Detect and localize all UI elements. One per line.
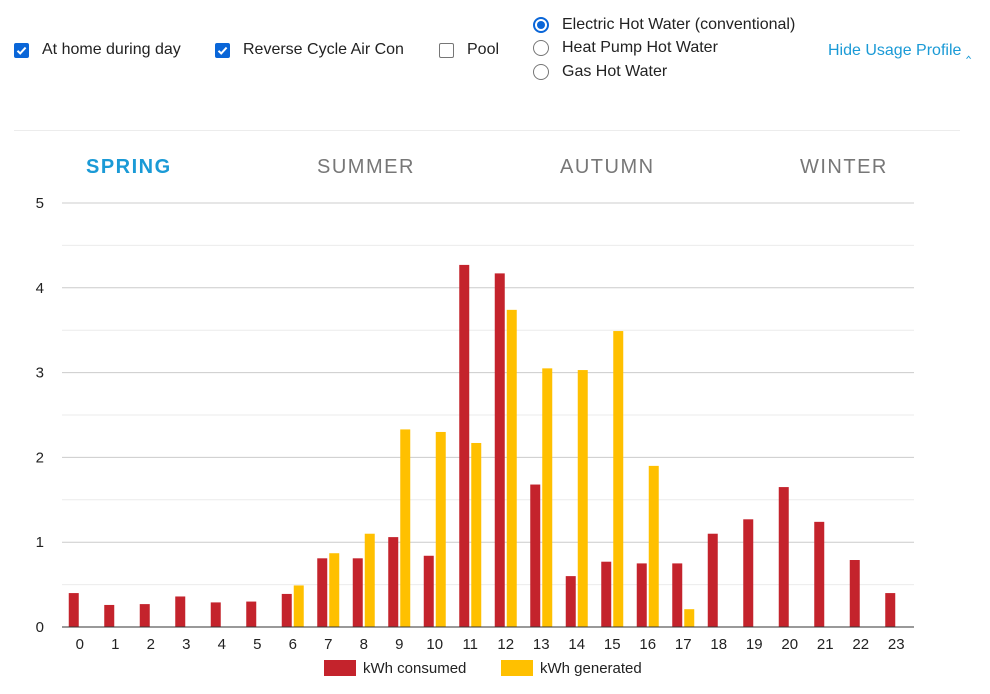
- y-tick-label: 2: [36, 449, 44, 466]
- x-tick-label: 12: [497, 636, 514, 653]
- bar-generated-11: [471, 442, 482, 627]
- bar-generated-7: [329, 553, 340, 627]
- electric-hot-water-radio[interactable]: Electric Hot Water (conventional): [533, 16, 795, 34]
- radio-label: Heat Pump Hot Water: [562, 39, 718, 56]
- legend-swatch-generated: [501, 660, 533, 676]
- bar-consumed-17: [672, 563, 683, 627]
- bar-generated-12: [506, 309, 517, 627]
- bar-consumed-22: [849, 560, 860, 627]
- x-tick-label: 18: [710, 636, 727, 653]
- y-tick-label: 0: [36, 619, 44, 636]
- y-tick-label: 3: [36, 365, 44, 382]
- checkbox-label: At home during day: [42, 41, 181, 58]
- bar-consumed-1: [104, 604, 115, 627]
- bar-generated-13: [542, 368, 553, 627]
- x-tick-label: 9: [395, 636, 403, 653]
- at-home-checkbox[interactable]: At home during day: [14, 41, 181, 59]
- checkbox-unchecked-icon: [439, 42, 454, 58]
- reverse-cycle-aircon-checkbox[interactable]: Reverse Cycle Air Con: [215, 41, 404, 59]
- bar-consumed-14: [565, 576, 576, 627]
- radio-label: Gas Hot Water: [562, 63, 668, 80]
- x-tick-label: 11: [462, 636, 478, 653]
- bar-consumed-6: [281, 593, 292, 627]
- x-tick-label: 2: [147, 636, 155, 653]
- checkbox-checked-icon: [14, 42, 29, 58]
- bar-consumed-23: [885, 593, 896, 627]
- x-tick-label: 19: [746, 636, 763, 653]
- bar-consumed-9: [388, 537, 399, 627]
- bar-generated-15: [613, 331, 624, 627]
- bar-generated-6: [293, 585, 304, 627]
- bar-consumed-3: [175, 596, 186, 627]
- bar-consumed-8: [352, 558, 363, 627]
- x-tick-label: 23: [888, 636, 905, 653]
- y-tick-label: 1: [36, 534, 44, 551]
- tab-autumn[interactable]: AUTUMN: [560, 156, 655, 178]
- y-tick-label: 5: [36, 195, 44, 212]
- bar-consumed-7: [317, 558, 328, 627]
- bar-generated-17: [684, 609, 695, 627]
- legend-label-consumed: kWh consumed: [363, 660, 466, 677]
- bar-consumed-15: [601, 561, 612, 627]
- bar-consumed-13: [530, 484, 541, 627]
- pool-checkbox[interactable]: Pool: [439, 41, 499, 59]
- tab-summer[interactable]: SUMMER: [317, 156, 415, 178]
- tab-winter[interactable]: WINTER: [800, 156, 888, 178]
- gas-hot-water-radio[interactable]: Gas Hot Water: [533, 63, 667, 81]
- radio-selected-icon: [533, 17, 549, 33]
- hide-usage-profile-link[interactable]: Hide Usage Profile ‸: [828, 42, 972, 59]
- x-tick-label: 10: [426, 636, 443, 653]
- bar-consumed-11: [459, 264, 470, 627]
- x-tick-label: 20: [781, 636, 798, 653]
- bar-consumed-4: [210, 602, 221, 627]
- bar-consumed-12: [494, 273, 505, 627]
- x-tick-label: 15: [604, 636, 621, 653]
- x-tick-label: 13: [533, 636, 550, 653]
- legend-swatch-consumed: [324, 660, 356, 676]
- x-tick-label: 3: [182, 636, 190, 653]
- usage-options: At home during day Reverse Cycle Air Con…: [0, 0, 990, 110]
- bar-consumed-10: [423, 555, 434, 627]
- checkbox-label: Pool: [467, 41, 500, 58]
- bar-generated-9: [400, 429, 411, 627]
- tab-spring[interactable]: SPRING: [86, 156, 172, 178]
- bar-consumed-20: [778, 487, 789, 627]
- bar-consumed-21: [814, 521, 825, 627]
- divider: [14, 130, 960, 131]
- x-tick-label: 14: [568, 636, 585, 653]
- x-tick-label: 16: [639, 636, 656, 653]
- x-tick-label: 22: [852, 636, 869, 653]
- heat-pump-hot-water-radio[interactable]: Heat Pump Hot Water: [533, 39, 718, 57]
- x-tick-label: 17: [675, 636, 692, 653]
- bar-generated-10: [435, 431, 446, 627]
- bar-consumed-5: [246, 601, 257, 627]
- x-tick-label: 0: [76, 636, 84, 653]
- x-tick-label: 4: [218, 636, 226, 653]
- y-tick-label: 4: [36, 280, 44, 297]
- bar-consumed-19: [743, 519, 754, 627]
- bar-generated-14: [577, 370, 588, 627]
- radio-unselected-icon: [533, 64, 549, 80]
- checkbox-label: Reverse Cycle Air Con: [243, 41, 404, 58]
- radio-unselected-icon: [533, 40, 549, 56]
- x-tick-label: 6: [289, 636, 297, 653]
- checkbox-checked-icon: [215, 42, 230, 58]
- legend-label-generated: kWh generated: [540, 660, 642, 677]
- bar-generated-16: [648, 465, 659, 627]
- x-tick-label: 5: [253, 636, 261, 653]
- bar-consumed-0: [68, 593, 79, 627]
- x-tick-label: 7: [324, 636, 332, 653]
- bar-consumed-2: [139, 604, 150, 627]
- x-tick-label: 21: [817, 636, 834, 653]
- bar-generated-8: [364, 533, 375, 627]
- radio-label: Electric Hot Water (conventional): [562, 16, 796, 33]
- x-tick-label: 1: [111, 636, 119, 653]
- bar-consumed-16: [636, 563, 647, 627]
- bar-consumed-18: [707, 533, 718, 627]
- x-tick-label: 8: [360, 636, 368, 653]
